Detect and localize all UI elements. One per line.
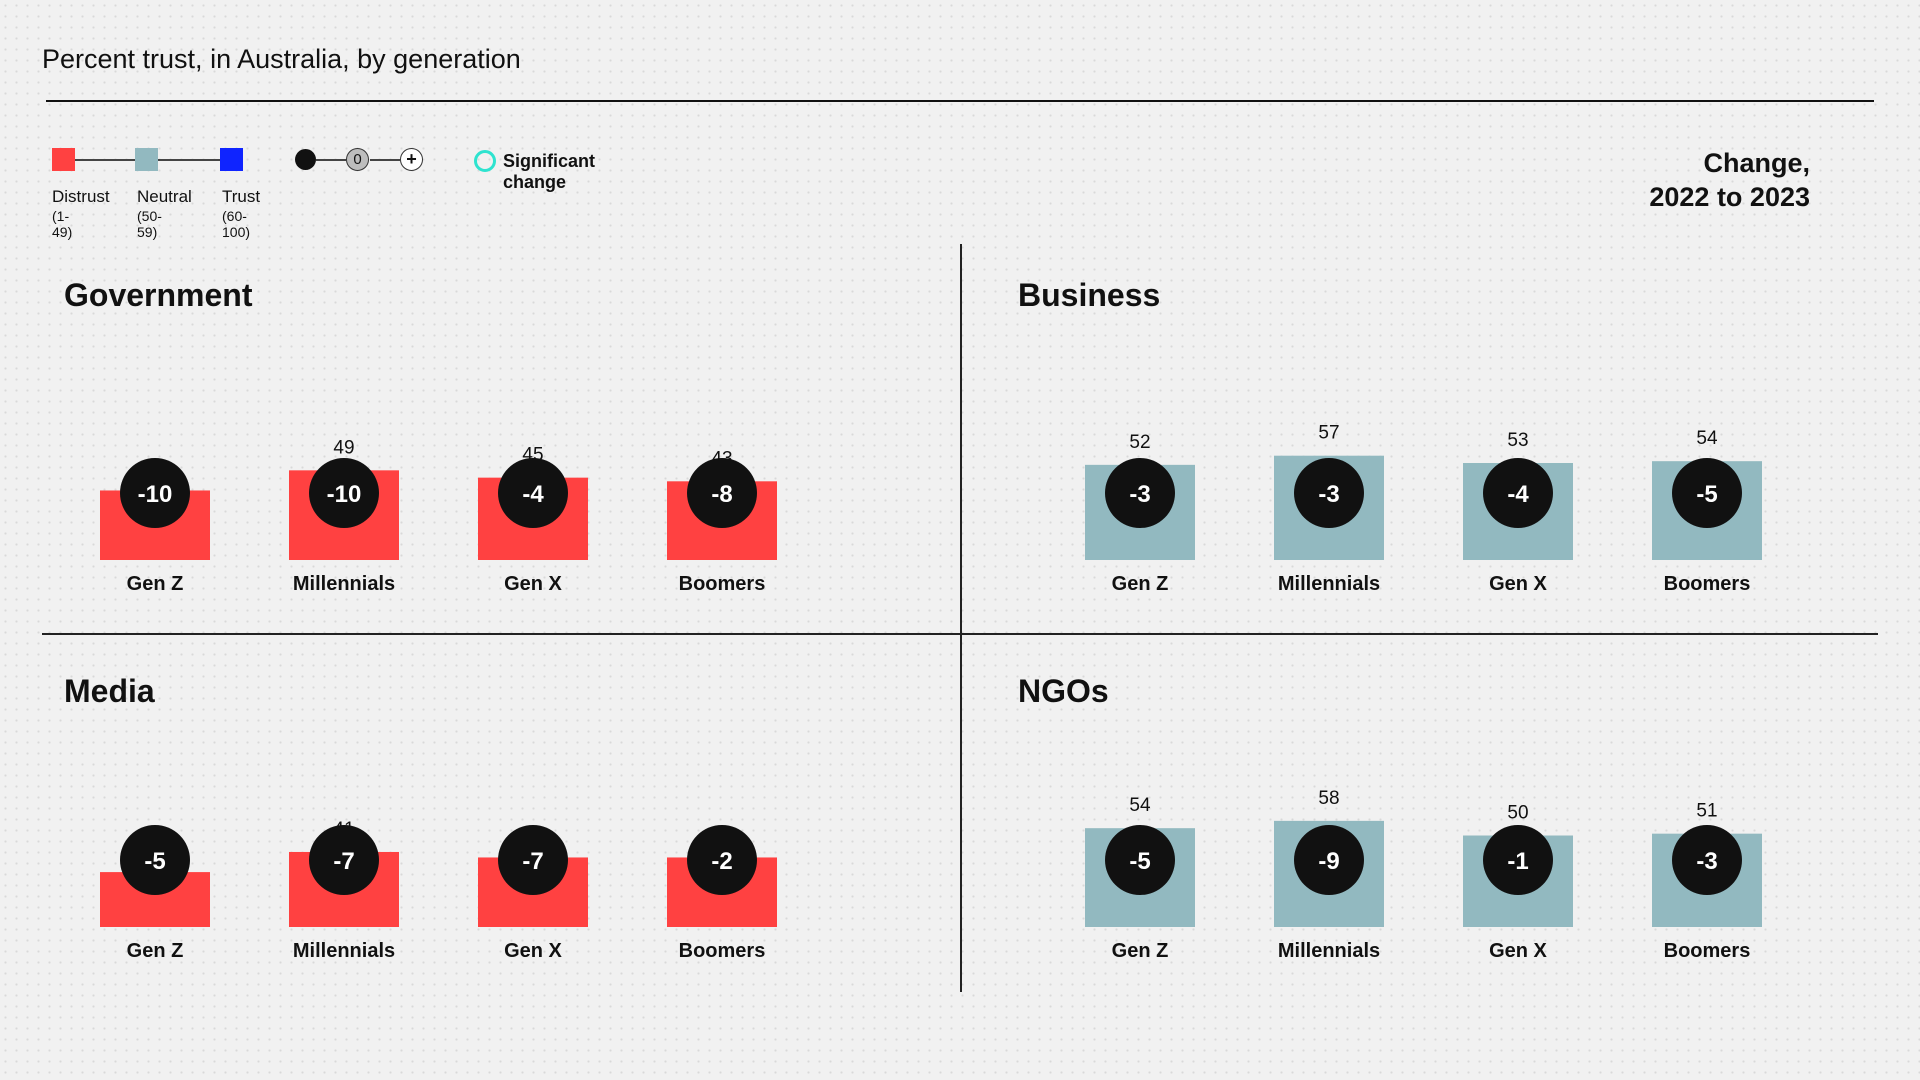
bar-business-gen-z-change-label: -3: [1129, 481, 1150, 508]
bar-business-gen-z-change-dot: [1105, 458, 1175, 528]
quadrant-divider-vertical: [960, 244, 962, 992]
legend-connector: [158, 159, 220, 161]
bar-business-gen-x-change-label: -4: [1507, 481, 1529, 508]
legend-distrust-swatch: [52, 148, 75, 171]
significant-change-ring-icon: [474, 150, 496, 172]
legend-neutral-label: Neutral: [137, 187, 192, 206]
bar-media-millennials-change-label: -7: [333, 848, 354, 875]
bar-ngos-boomers-change-label: -3: [1696, 848, 1717, 875]
bar-government-millennials-value-label: 49: [333, 437, 354, 458]
legend-distrust-range: (1-49): [52, 208, 73, 240]
legend-negative-change-dot: [295, 149, 316, 170]
bar-government-gen-x-category-label: Gen X: [504, 573, 562, 595]
bar-media-gen-x-category-label: Gen X: [504, 940, 562, 962]
legend-connector: [75, 159, 135, 161]
bar-ngos-millennials-category-label: Millennials: [1278, 940, 1380, 962]
panel-title-business: Business: [1018, 277, 1161, 313]
bar-ngos-gen-x-category-label: Gen X: [1489, 940, 1547, 962]
legend-trust-swatch: [220, 148, 243, 171]
title-divider: [46, 100, 1874, 102]
bar-media-gen-z-change-dot: [120, 825, 190, 895]
bar-ngos-gen-z-change-dot: [1105, 825, 1175, 895]
bar-government-millennials-category-label: Millennials: [293, 573, 395, 595]
bar-media-boomers-category-label: Boomers: [679, 940, 766, 962]
bar-government-gen-z-category-label: Gen Z: [127, 573, 184, 595]
panel-title-ngos: NGOs: [1018, 673, 1109, 709]
bar-business-boomers-change-dot: [1672, 458, 1742, 528]
bar-government-gen-z-change-label: -10: [138, 481, 173, 508]
bar-business-millennials-value-label: 57: [1318, 423, 1339, 444]
bar-government-millennials-change-dot: [309, 458, 379, 528]
bar-business-gen-z-value-label: 52: [1129, 432, 1150, 453]
bar-business-boomers-change-label: -5: [1696, 481, 1717, 508]
bar-ngos-millennials-value-label: 58: [1318, 788, 1339, 809]
bar-government-boomers-category-label: Boomers: [679, 573, 766, 595]
bar-business-millennials-change-label: -3: [1318, 481, 1339, 508]
legend-no-change-dot: 0: [346, 148, 369, 171]
bar-media-gen-z-change-label: -5: [144, 848, 165, 875]
bar-government-boomers-change-dot: [687, 458, 757, 528]
bar-business-gen-x-value-label: 53: [1507, 430, 1528, 451]
bar-business-gen-x-category-label: Gen X: [1489, 573, 1547, 595]
bar-media-gen-x-change-label: -7: [522, 848, 543, 875]
bar-ngos-gen-z-value-label: 54: [1129, 795, 1151, 816]
bar-business-millennials-category-label: Millennials: [1278, 573, 1380, 595]
legend-connector: [316, 159, 346, 161]
bar-ngos-millennials-change-dot: [1294, 825, 1364, 895]
chart-ngos: 54 -5 Gen Z 58 -9 Millennials 50 -1 Gen X 51 -3 Boo…: [1085, 788, 1762, 962]
bar-ngos-gen-x-change-label: -1: [1507, 848, 1528, 875]
bar-ngos-boomers-category-label: Boomers: [1664, 940, 1751, 962]
chart-business: 52 -3 Gen Z 57 -3 Millennials 53 -4 Gen X 54 -5 Boo…: [1085, 423, 1762, 595]
change-header-line2: 2022 to 2023: [1649, 182, 1810, 212]
quadrant-divider-horizontal: [42, 633, 1878, 635]
bar-business-gen-z-category-label: Gen Z: [1112, 573, 1169, 595]
legend-neutral-range: (50-59): [137, 208, 162, 240]
legend-positive-change-dot: +: [400, 148, 423, 171]
bar-media-millennials-category-label: Millennials: [293, 940, 395, 962]
bar-business-boomers-value-label: 54: [1696, 428, 1718, 449]
bar-government-millennials-change-label: -10: [327, 481, 362, 508]
legend-neutral-swatch: [135, 148, 158, 171]
legend-distrust-label: Distrust: [52, 187, 110, 206]
bar-business-gen-x-change-dot: [1483, 458, 1553, 528]
bar-media-boomers-change-dot: [687, 825, 757, 895]
bar-media-gen-z-category-label: Gen Z: [127, 940, 184, 962]
legend-connector: [370, 159, 400, 161]
bar-government-gen-x-change-dot: [498, 458, 568, 528]
bar-government-gen-z-change-dot: [120, 458, 190, 528]
change-header-line1: Change,: [1703, 148, 1810, 178]
legend-trust-label: Trust: [222, 187, 261, 206]
panel-title-government: Government: [64, 277, 253, 313]
bar-media-boomers-change-label: -2: [711, 848, 732, 875]
bar-ngos-millennials-change-label: -9: [1318, 848, 1339, 875]
change-header: Change, 2022 to 2023: [1649, 146, 1810, 214]
bar-business-millennials-change-dot: [1294, 458, 1364, 528]
legend-trust-range: (60-100): [222, 208, 251, 240]
panel-title-media: Media: [64, 673, 155, 709]
bar-government-gen-x-change-label: -4: [522, 481, 544, 508]
bar-media-millennials-change-dot: [309, 825, 379, 895]
bar-media-gen-x-change-dot: [498, 825, 568, 895]
bar-ngos-gen-x-value-label: 50: [1507, 803, 1528, 824]
bar-ngos-gen-x-change-dot: [1483, 825, 1553, 895]
bar-ngos-boomers-value-label: 51: [1696, 801, 1717, 822]
legend-significant-label: Significant change: [503, 151, 596, 192]
bar-ngos-gen-z-change-label: -5: [1129, 848, 1150, 875]
bar-ngos-boomers-change-dot: [1672, 825, 1742, 895]
bar-business-boomers-category-label: Boomers: [1664, 573, 1751, 595]
page-title: Percent trust, in Australia, by generati…: [42, 44, 521, 74]
bar-government-boomers-change-label: -8: [711, 481, 732, 508]
bar-ngos-gen-z-category-label: Gen Z: [1112, 940, 1169, 962]
